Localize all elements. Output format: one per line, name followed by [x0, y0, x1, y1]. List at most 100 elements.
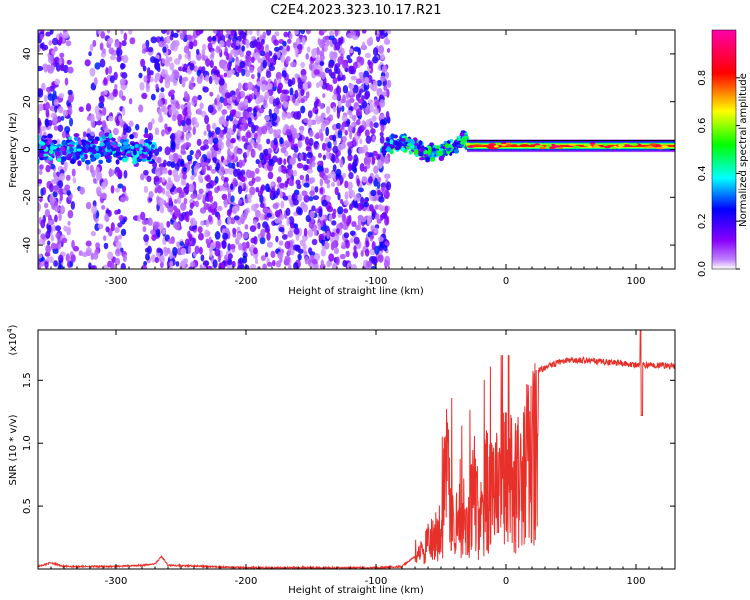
- heatmap-cell: [323, 44, 328, 52]
- heatmap-cell: [207, 36, 213, 42]
- heatmap-cell: [337, 192, 341, 201]
- heatmap-cell: [345, 239, 350, 249]
- heatmap-cell: [285, 128, 292, 136]
- heatmap-cell: [344, 129, 348, 136]
- heatmap-cell: [69, 117, 74, 127]
- heatmap-cell: [100, 30, 106, 39]
- heatmap-cell: [227, 147, 231, 157]
- heatmap-cell: [186, 125, 192, 132]
- colorbar-label: Normalized spectral amplitude: [738, 73, 749, 227]
- heatmap-cell: [372, 150, 378, 157]
- heatmap-cell: [169, 62, 175, 71]
- heatmap-cell: [348, 130, 353, 140]
- heatmap-cell: [359, 138, 363, 145]
- heatmap-cell: [65, 253, 70, 262]
- heatmap-cell: [138, 72, 143, 79]
- heatmap-cell: [172, 32, 179, 38]
- heatmap-cell: [373, 227, 379, 234]
- heatmap-cell: [64, 184, 71, 192]
- snr-multiplier: (x104): [6, 324, 19, 355]
- heatmap-cell: [79, 186, 85, 195]
- heatmap-cell: [208, 130, 212, 138]
- snr-y-ticks: 0.5 1.0 1.5: [22, 372, 675, 514]
- heatmap-cell: [170, 30, 175, 38]
- heatmap-cell: [66, 59, 72, 65]
- heatmap-cell: [141, 92, 148, 100]
- heatmap-cell: [494, 145, 499, 148]
- heatmap-cell: [649, 143, 658, 146]
- heatmap-cell: [267, 163, 274, 172]
- heatmap-cell: [155, 36, 162, 43]
- heatmap-cell: [38, 178, 43, 184]
- heatmap-cell: [151, 234, 157, 242]
- heatmap-cell: [131, 156, 138, 161]
- heatmap-cell: [231, 205, 238, 215]
- heatmap-cell: [148, 141, 153, 145]
- heatmap-cell: [265, 52, 270, 61]
- heatmap-cell: [159, 204, 165, 214]
- heatmap-cell: [85, 164, 90, 171]
- heatmap-cell: [282, 126, 287, 134]
- heatmap-cell: [151, 144, 155, 148]
- heatmap-cell: [235, 88, 240, 97]
- heatmap-cell: [67, 220, 71, 226]
- heatmap-cell: [57, 124, 64, 132]
- heatmap-cell: [150, 254, 157, 263]
- heatmap-cell: [178, 53, 182, 60]
- heatmap-cell: [226, 154, 232, 164]
- snr-x-tick-label: -200: [235, 576, 258, 587]
- heatmap-cell: [371, 255, 378, 265]
- heatmap-cell: [266, 212, 272, 218]
- heatmap-cell: [390, 133, 395, 139]
- heatmap-cell: [229, 143, 234, 150]
- heatmap-cell: [199, 73, 204, 79]
- heatmap-cell: [107, 209, 112, 217]
- heatmap-cell: [140, 58, 146, 68]
- heatmap-cell: [222, 128, 227, 135]
- colorbar: [711, 29, 737, 270]
- heatmap-cell: [155, 54, 160, 60]
- heatmap-cell: [342, 85, 349, 94]
- heatmap-cell: [104, 89, 108, 96]
- heatmap-cell: [220, 60, 226, 70]
- heatmap-cell: [332, 262, 338, 269]
- heatmap-cell: [285, 141, 292, 148]
- heatmap-cell: [238, 159, 243, 169]
- heatmap-cell: [49, 256, 54, 264]
- heatmap-cell: [61, 130, 67, 139]
- heatmap-cell: [167, 126, 172, 132]
- heatmap-cell: [221, 240, 227, 249]
- heatmap-cell: [262, 221, 269, 229]
- heatmap-cell: [252, 219, 258, 225]
- heatmap-cell: [206, 165, 211, 171]
- heatmap-cell: [89, 164, 94, 174]
- heatmap-cell: [38, 125, 41, 134]
- heatmap-cell: [372, 80, 378, 87]
- heatmap-cell: [261, 38, 265, 45]
- heatmap-cell: [232, 227, 237, 235]
- heatmap-cell: [331, 220, 337, 226]
- heatmap-cell: [56, 147, 61, 151]
- heatmap-cell: [147, 46, 154, 53]
- heatmap-cell: [298, 153, 305, 161]
- heatmap-cell: [54, 205, 60, 213]
- heatmap-cell: [380, 118, 386, 125]
- heatmap-cell: [209, 59, 214, 69]
- heatmap-cell: [141, 43, 147, 51]
- heatmap-cell: [293, 169, 298, 177]
- heatmap-cell: [146, 245, 152, 255]
- heatmap-cell: [292, 94, 296, 104]
- heatmap-cell: [324, 67, 330, 74]
- heatmap-cell: [58, 92, 65, 99]
- heatmap-cell: [272, 202, 279, 210]
- heatmap-cell: [348, 214, 352, 224]
- heatmap-cell: [122, 253, 127, 263]
- heatmap-cell: [180, 104, 185, 111]
- heatmap-cell: [267, 261, 273, 267]
- heatmap-cell: [209, 248, 213, 258]
- heatmap-cell: [233, 147, 238, 157]
- heatmap-cell: [48, 156, 53, 160]
- heatmap-cell: [121, 95, 126, 101]
- heatmap-cell: [48, 66, 54, 72]
- heatmap-cell: [265, 183, 270, 193]
